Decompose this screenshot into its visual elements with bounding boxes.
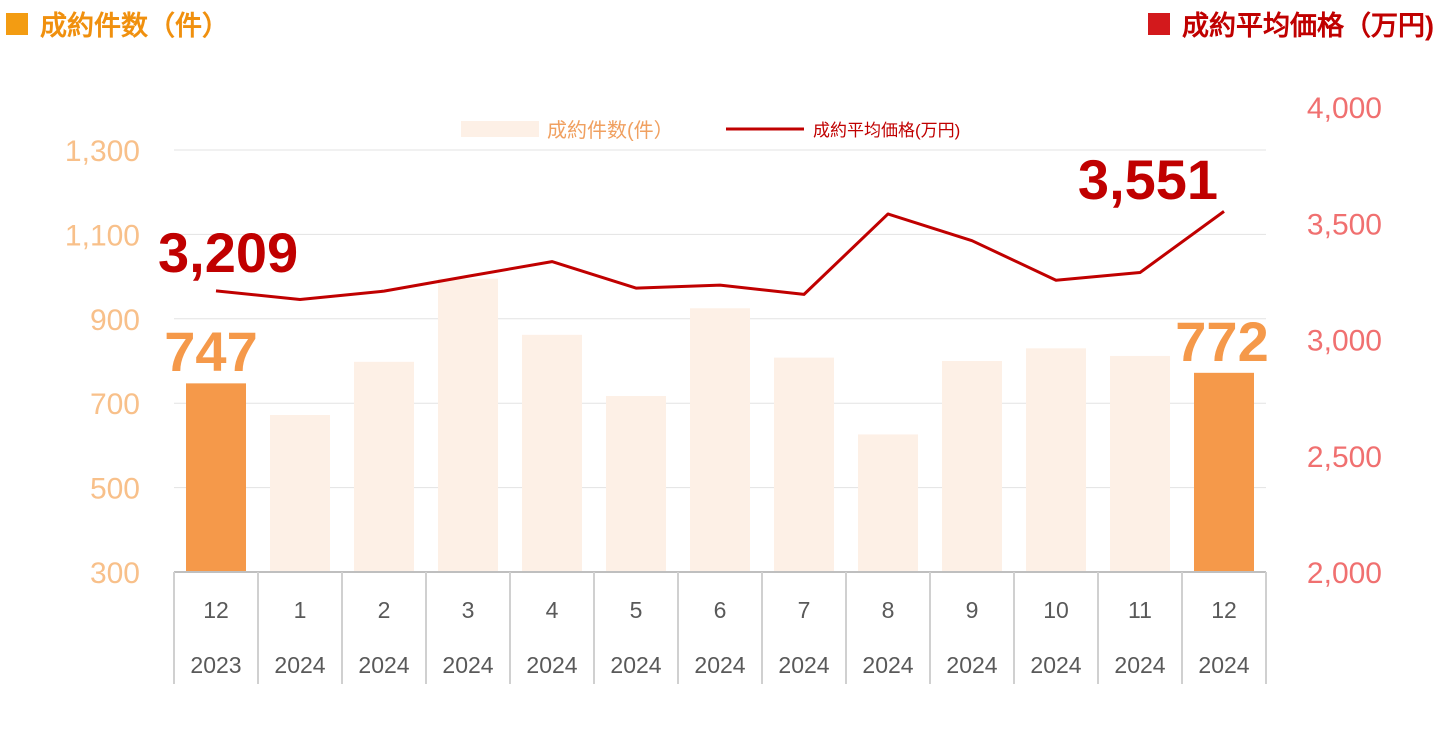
bar bbox=[186, 383, 246, 572]
left-tick-label: 1,100 bbox=[65, 219, 140, 252]
right-tick-label: 4,000 bbox=[1307, 92, 1382, 125]
line-series bbox=[215, 210, 1225, 302]
right-axis: 2,000 2,500 3,000 3,500 4,000 bbox=[1307, 92, 1382, 590]
right-tick-label: 3,000 bbox=[1307, 325, 1382, 358]
right-tick-label: 2,500 bbox=[1307, 441, 1382, 474]
x-tick-year: 2024 bbox=[274, 652, 325, 678]
bar bbox=[522, 334, 582, 572]
x-tick-year: 2024 bbox=[1030, 652, 1081, 678]
x-tick-month: 6 bbox=[714, 597, 727, 623]
x-tick-month: 12 bbox=[1211, 597, 1237, 623]
x-tick-month: 7 bbox=[798, 597, 811, 623]
left-axis-title: 成約件数（件） bbox=[6, 4, 229, 43]
left-axis: 300 500 700 900 1,100 1,300 bbox=[65, 135, 140, 590]
data-label: 772 bbox=[1175, 310, 1268, 373]
bar bbox=[1026, 348, 1086, 572]
x-tick-year: 2024 bbox=[862, 652, 913, 678]
bar bbox=[1110, 355, 1170, 572]
x-tick-month: 8 bbox=[882, 597, 895, 623]
x-tick-year: 2024 bbox=[778, 652, 829, 678]
x-tick-month: 1 bbox=[294, 597, 307, 623]
x-tick-year: 2024 bbox=[1198, 652, 1249, 678]
left-tick-label: 700 bbox=[90, 388, 140, 421]
x-tick-month: 11 bbox=[1128, 597, 1152, 623]
x-tick-month: 4 bbox=[546, 597, 559, 623]
x-tick-month: 3 bbox=[462, 597, 475, 623]
x-tick-year: 2024 bbox=[694, 652, 745, 678]
orange-square-icon bbox=[6, 12, 28, 35]
x-tick-year: 2024 bbox=[358, 652, 409, 678]
x-tick-year: 2024 bbox=[1114, 652, 1165, 678]
bar bbox=[858, 434, 918, 572]
bar bbox=[690, 308, 750, 572]
right-axis-title-text: 成約平均価格（万円) bbox=[1182, 11, 1434, 41]
right-tick-label: 2,000 bbox=[1307, 557, 1382, 590]
legend: 成約件数(件） 成約平均価格(万円) bbox=[461, 119, 960, 142]
x-tick-year: 2024 bbox=[442, 652, 493, 678]
x-axis-table: 12 2023 1 2024 2 2024 3 2024 4 2024 5 2024 6 2024 7 202… bbox=[173, 571, 1267, 684]
x-tick-month: 5 bbox=[630, 597, 643, 623]
legend-bar-swatch bbox=[461, 121, 539, 137]
left-axis-title-text: 成約件数（件） bbox=[40, 11, 229, 41]
left-tick-label: 500 bbox=[90, 473, 140, 506]
x-tick-year: 2024 bbox=[526, 652, 577, 678]
bar bbox=[942, 361, 1002, 572]
right-axis-title: 成約平均価格（万円) bbox=[1148, 4, 1434, 43]
bar bbox=[606, 396, 666, 572]
red-square-icon bbox=[1148, 12, 1170, 35]
left-tick-label: 300 bbox=[90, 557, 140, 590]
price-line bbox=[215, 210, 1225, 302]
legend-line-label: 成約平均価格(万円) bbox=[813, 121, 960, 140]
bar bbox=[774, 357, 834, 572]
x-tick-year: 2024 bbox=[610, 652, 661, 678]
data-label: 3,209 bbox=[158, 221, 298, 284]
bar-series bbox=[186, 278, 1254, 572]
x-tick-month: 2 bbox=[378, 597, 391, 623]
bar bbox=[354, 361, 414, 572]
right-tick-label: 3,500 bbox=[1307, 208, 1382, 241]
bar bbox=[438, 278, 498, 572]
x-tick-year: 2024 bbox=[946, 652, 997, 678]
data-label: 747 bbox=[164, 320, 257, 383]
left-tick-label: 900 bbox=[90, 304, 140, 337]
data-labels: 747 772 3,209 3,551 bbox=[158, 148, 1269, 383]
left-tick-label: 1,300 bbox=[65, 135, 140, 168]
x-tick-month: 9 bbox=[966, 597, 979, 623]
bar bbox=[270, 415, 330, 572]
legend-bar-label: 成約件数(件） bbox=[547, 119, 674, 142]
x-tick-year: 2023 bbox=[190, 652, 241, 678]
bar bbox=[1194, 372, 1254, 572]
data-label: 3,551 bbox=[1078, 148, 1218, 211]
x-tick-month: 12 bbox=[203, 597, 229, 623]
x-tick-month: 10 bbox=[1043, 597, 1069, 623]
